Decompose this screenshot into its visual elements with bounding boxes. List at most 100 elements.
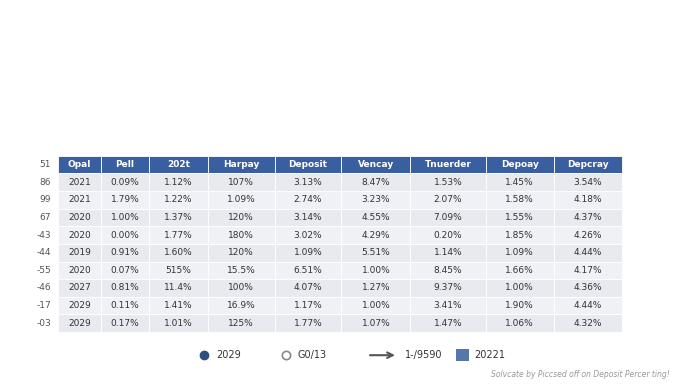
Bar xyxy=(207,314,275,332)
Text: -46: -46 xyxy=(36,283,51,293)
Text: 1.60%: 1.60% xyxy=(164,248,192,257)
Text: 1.09%: 1.09% xyxy=(226,195,256,204)
Text: 2029: 2029 xyxy=(216,350,241,360)
Text: 4.07%: 4.07% xyxy=(294,283,322,293)
Text: 1.41%: 1.41% xyxy=(164,301,192,310)
Text: 7.09%: 7.09% xyxy=(434,213,462,222)
Text: Solvcate by Piccsed off on Deposit Percer ting!: Solvcate by Piccsed off on Deposit Perce… xyxy=(491,371,670,379)
Text: 3.54%: 3.54% xyxy=(573,177,602,187)
Text: 1.77%: 1.77% xyxy=(164,230,192,240)
Bar xyxy=(486,173,554,191)
Text: 1.85%: 1.85% xyxy=(505,230,534,240)
Bar xyxy=(554,244,622,262)
Text: 3.23%: 3.23% xyxy=(362,195,390,204)
Text: -17: -17 xyxy=(36,301,51,310)
Text: 1.09%: 1.09% xyxy=(294,248,322,257)
Bar xyxy=(341,191,410,209)
Text: 67: 67 xyxy=(39,213,51,222)
Text: 1.90%: 1.90% xyxy=(505,301,534,310)
Text: 99: 99 xyxy=(39,195,51,204)
Text: 202t: 202t xyxy=(167,160,190,169)
Bar xyxy=(207,279,275,297)
Text: 9.37%: 9.37% xyxy=(434,283,462,293)
Bar xyxy=(410,173,486,191)
Text: 2020: 2020 xyxy=(68,266,91,275)
Bar xyxy=(341,262,410,279)
Text: 1.45%: 1.45% xyxy=(505,177,534,187)
Text: 51: 51 xyxy=(39,160,51,169)
Bar xyxy=(101,244,149,262)
Bar xyxy=(58,156,101,173)
Bar xyxy=(341,209,410,226)
Bar xyxy=(554,173,622,191)
Bar xyxy=(341,244,410,262)
Text: 100%: 100% xyxy=(228,283,254,293)
Bar xyxy=(410,314,486,332)
Text: Opal: Opal xyxy=(68,160,91,169)
Bar xyxy=(554,226,622,244)
Text: 2.74%: 2.74% xyxy=(294,195,322,204)
Bar xyxy=(486,191,554,209)
Text: Mecia 24T E21 2025 Incknyet Pirnasy: Mecia 24T E21 2025 Incknyet Pirnasy xyxy=(8,17,329,32)
Text: 0.81%: 0.81% xyxy=(111,283,139,293)
Bar xyxy=(275,279,341,297)
Text: 1.07%: 1.07% xyxy=(362,319,390,328)
Text: 120%: 120% xyxy=(228,248,254,257)
Text: Vencay: Vencay xyxy=(358,160,394,169)
Text: 2029: 2029 xyxy=(68,319,91,328)
Text: 0.11%: 0.11% xyxy=(111,301,139,310)
Bar xyxy=(486,297,554,314)
Bar xyxy=(554,279,622,297)
Text: 1.37%: 1.37% xyxy=(164,213,192,222)
Bar xyxy=(101,173,149,191)
Text: G0/13: G0/13 xyxy=(298,350,327,360)
Bar xyxy=(149,226,207,244)
Text: 2020: 2020 xyxy=(68,213,91,222)
Bar xyxy=(486,209,554,226)
Bar xyxy=(101,191,149,209)
Text: 4.36%: 4.36% xyxy=(573,283,602,293)
Text: 1.00%: 1.00% xyxy=(505,283,534,293)
Text: 1.55%: 1.55% xyxy=(505,213,534,222)
Bar xyxy=(486,262,554,279)
Text: 1.00%: 1.00% xyxy=(362,266,390,275)
Bar xyxy=(207,209,275,226)
Text: 1.17%: 1.17% xyxy=(294,301,322,310)
Bar xyxy=(554,262,622,279)
Text: 16.9%: 16.9% xyxy=(226,301,256,310)
Bar xyxy=(207,244,275,262)
Text: 4.17%: 4.17% xyxy=(573,266,602,275)
Bar xyxy=(101,209,149,226)
Text: 1.53%: 1.53% xyxy=(434,177,462,187)
Bar xyxy=(101,262,149,279)
Bar xyxy=(410,191,486,209)
Text: 2019: 2019 xyxy=(68,248,91,257)
Bar xyxy=(101,279,149,297)
Text: 1.00%: 1.00% xyxy=(362,301,390,310)
Text: 2021: 2021 xyxy=(68,177,91,187)
Bar xyxy=(101,297,149,314)
Bar xyxy=(275,209,341,226)
Bar xyxy=(207,297,275,314)
Bar xyxy=(410,156,486,173)
Bar xyxy=(58,244,101,262)
Bar xyxy=(486,314,554,332)
Bar xyxy=(149,156,207,173)
Text: 125%: 125% xyxy=(228,319,254,328)
Bar xyxy=(149,262,207,279)
Text: 1.27%: 1.27% xyxy=(362,283,390,293)
Text: 1.00%: 1.00% xyxy=(111,213,139,222)
Bar xyxy=(341,297,410,314)
Text: Deposit: Deposit xyxy=(288,160,328,169)
Text: 107%: 107% xyxy=(228,177,254,187)
Bar xyxy=(58,209,101,226)
Bar xyxy=(149,173,207,191)
Bar xyxy=(554,297,622,314)
Text: 3.02%: 3.02% xyxy=(294,230,322,240)
Bar xyxy=(149,209,207,226)
Bar xyxy=(149,244,207,262)
Bar xyxy=(275,314,341,332)
Text: 1.79%: 1.79% xyxy=(111,195,139,204)
Bar xyxy=(275,191,341,209)
Text: 2029: 2029 xyxy=(68,301,91,310)
